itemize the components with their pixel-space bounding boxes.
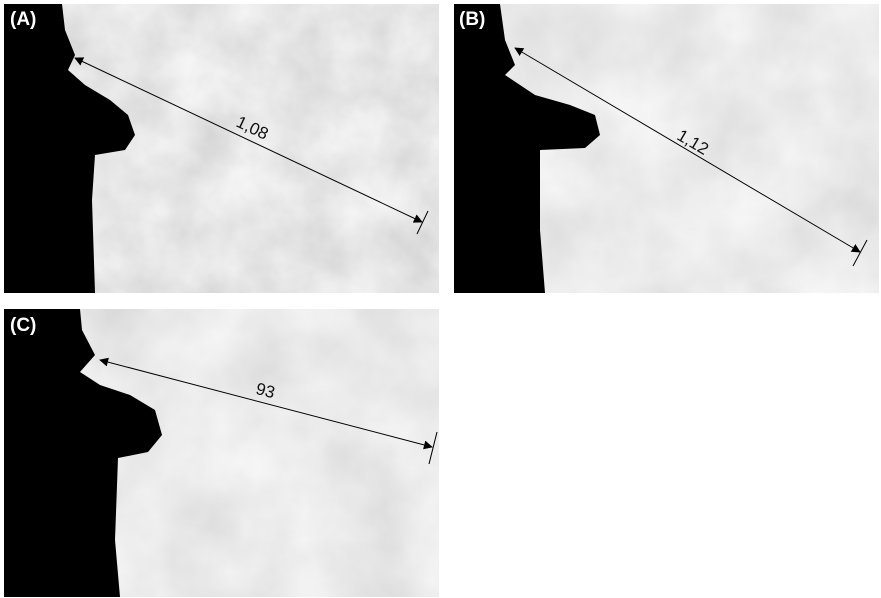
panel-a: 1,08 (A) [4,4,439,293]
panel-label: (C) [10,315,36,336]
panel-label: (A) [10,9,36,30]
panel-b: 1,12 (B) [454,4,879,293]
figure: 1,08 (A) 1,12 (B) 93 (C) [0,0,881,598]
panel-label: (B) [459,9,485,30]
panel-c: 93 (C) [4,309,439,597]
